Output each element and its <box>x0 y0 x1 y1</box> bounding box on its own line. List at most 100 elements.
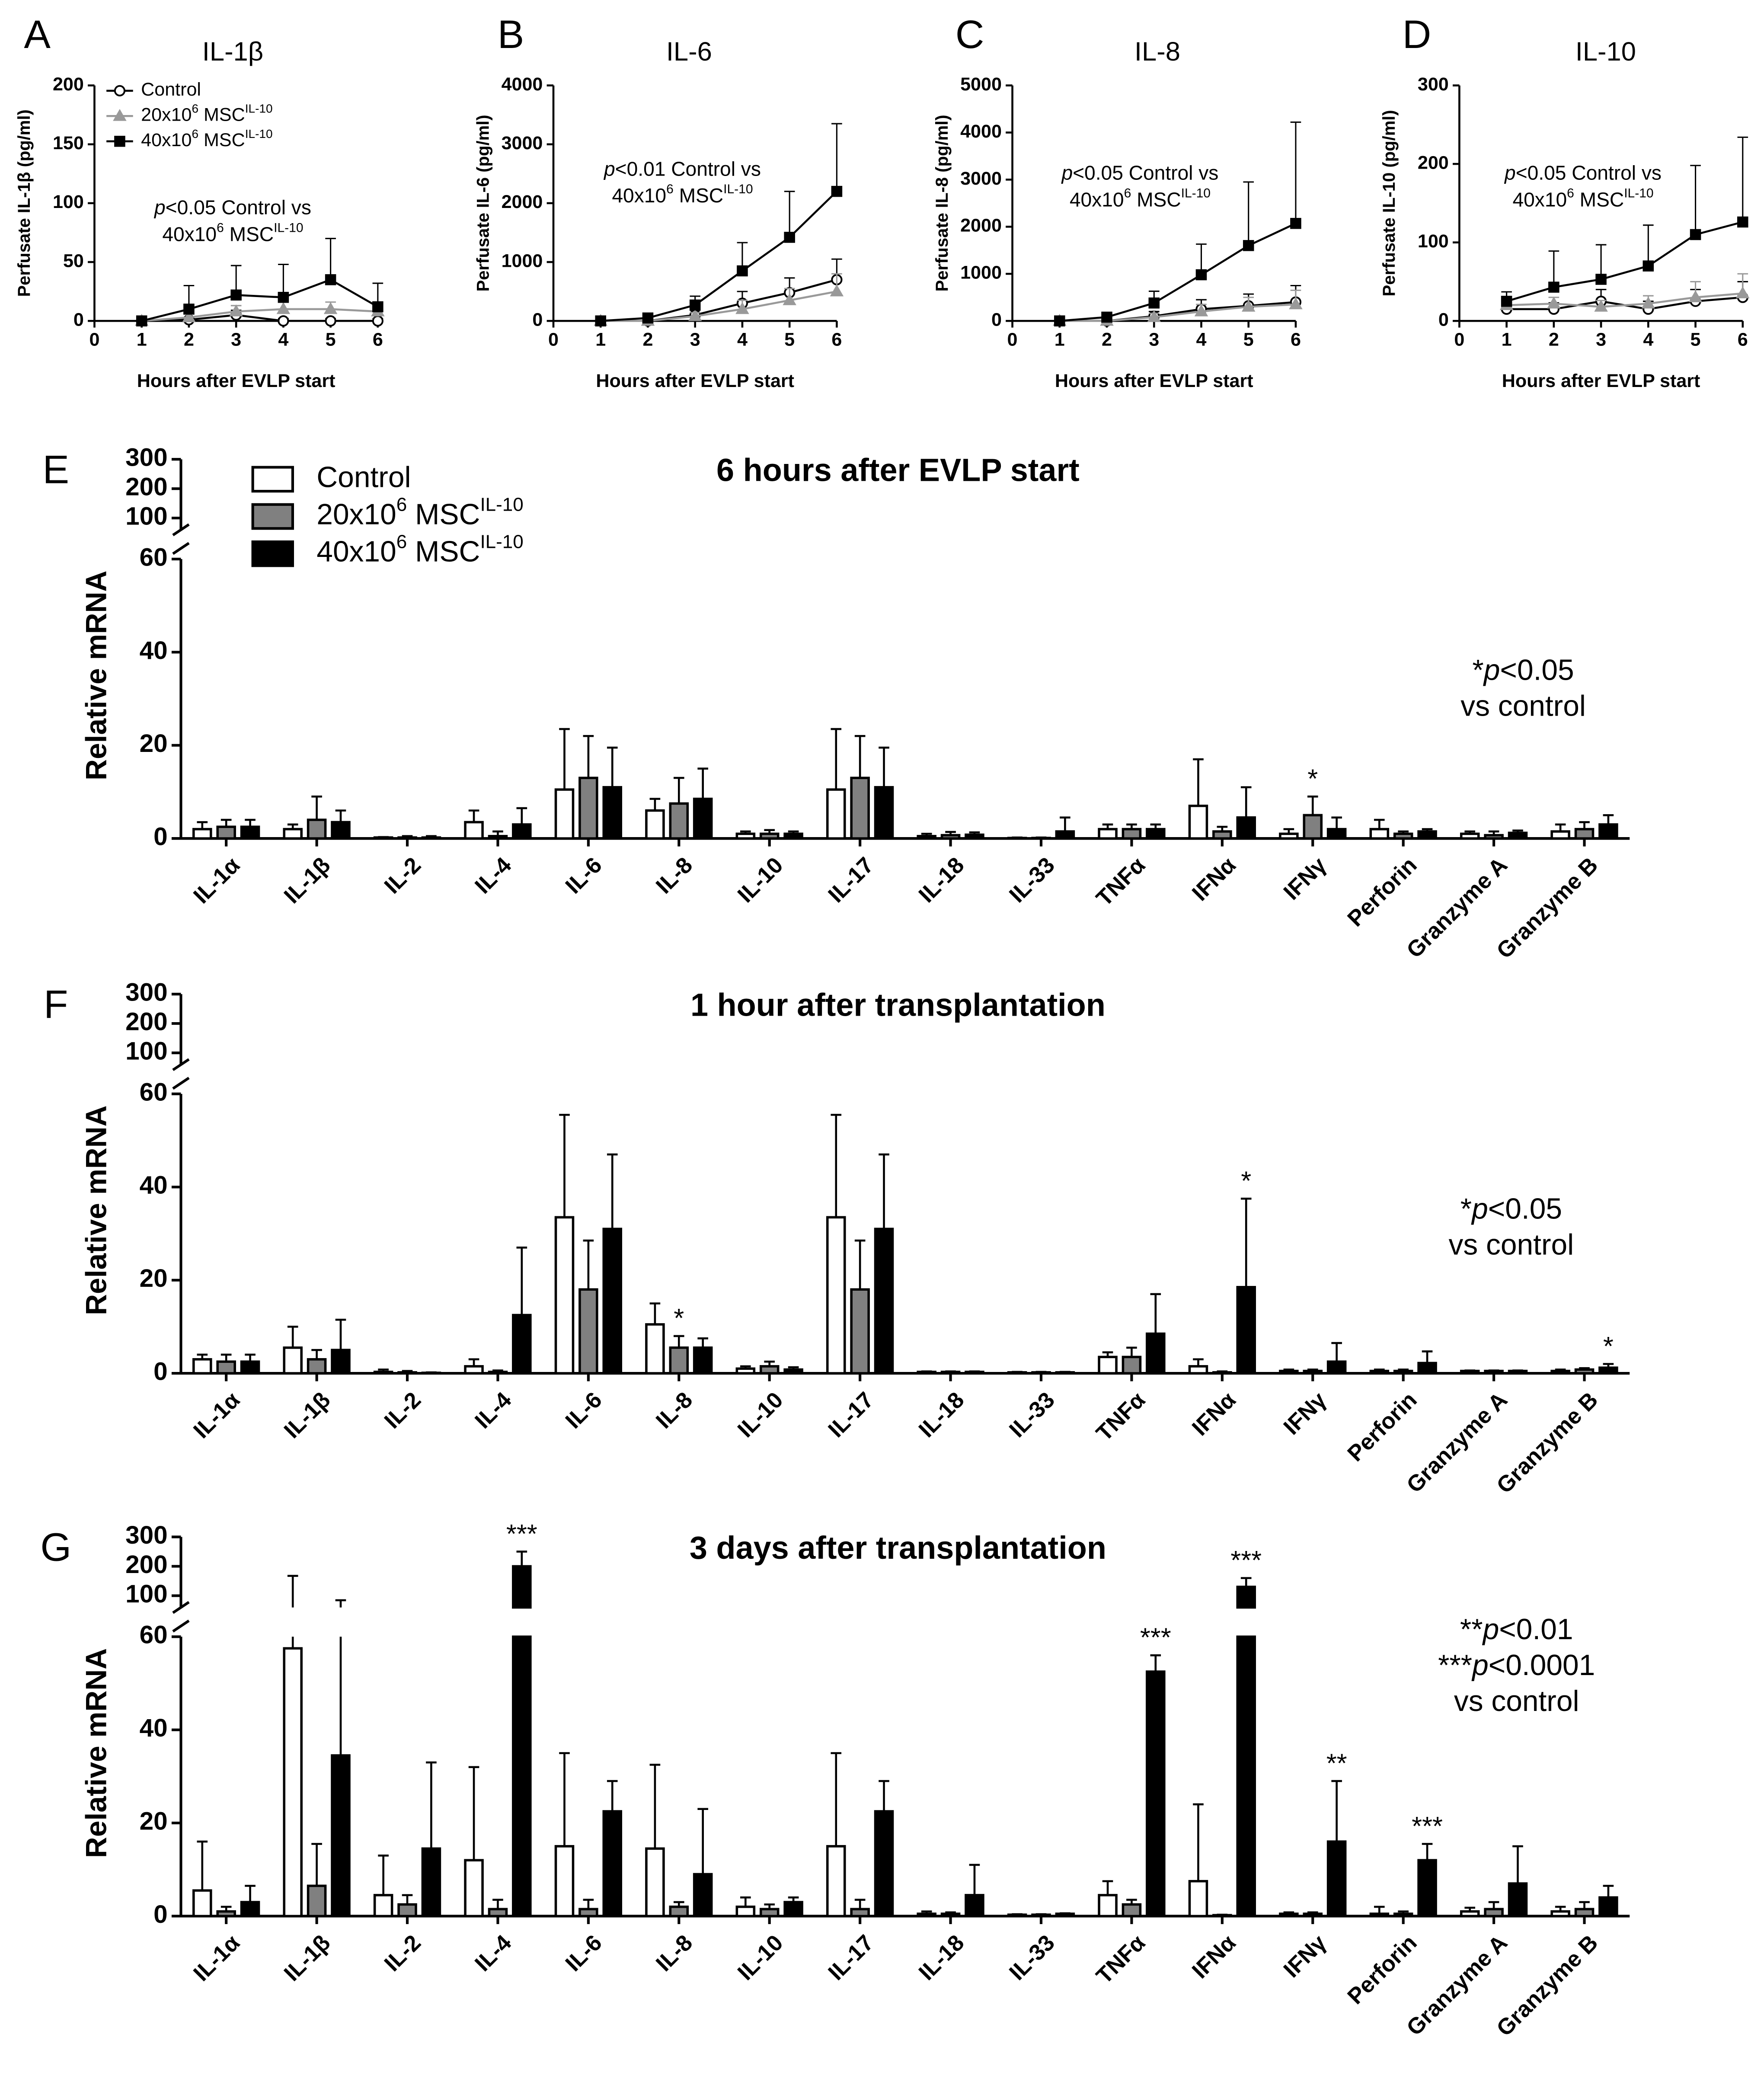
error-bar <box>245 1885 256 1903</box>
legend-entry: 40x106 MSCIL-10 <box>316 531 523 568</box>
bar <box>759 1908 780 1918</box>
error-bar <box>697 767 708 799</box>
bar <box>1393 832 1413 840</box>
bar <box>874 1228 894 1375</box>
text-run: * <box>1460 1193 1472 1225</box>
bar <box>783 1901 803 1918</box>
bar <box>1098 1894 1118 1918</box>
error-bar <box>1102 823 1113 829</box>
legend-entry: Control <box>141 79 201 100</box>
series-line <box>601 278 837 322</box>
error-bar <box>740 1896 751 1907</box>
bar <box>554 788 575 840</box>
bar <box>240 1360 260 1375</box>
error-bar <box>1555 823 1566 831</box>
bar <box>464 1365 484 1375</box>
annotation: *p<0.05 <box>1460 1193 1562 1225</box>
error-bar <box>1126 1899 1137 1905</box>
error-bar <box>607 1153 618 1229</box>
bar <box>1279 1912 1299 1918</box>
x-tick-label: 1 <box>1055 329 1065 350</box>
data-point <box>1595 274 1607 285</box>
x-tick-label: IL-18 <box>914 1388 969 1442</box>
error-bar <box>879 746 889 787</box>
error-bar <box>1579 1901 1590 1909</box>
text-run: 20x10 <box>141 105 192 125</box>
y-tick-label: 100 <box>125 502 168 531</box>
bar <box>1326 1840 1347 1918</box>
bar <box>759 1365 780 1375</box>
x-tick-label: 0 <box>548 329 559 350</box>
text-run: IL-10 <box>723 182 753 196</box>
error-bar <box>921 1910 932 1914</box>
data-point <box>276 302 291 314</box>
bar <box>1279 832 1299 840</box>
error-bar <box>468 1766 479 1861</box>
text-run: MSC <box>1574 188 1624 211</box>
data-point <box>1195 269 1207 281</box>
bar <box>783 832 803 840</box>
panel-letter: A <box>24 12 51 57</box>
bar <box>917 835 936 840</box>
x-axis-label: Hours after EVLP start <box>1502 371 1700 391</box>
bar <box>1303 814 1323 840</box>
text-run: <0.05 <box>1500 654 1574 686</box>
x-tick-label: 1 <box>595 329 606 350</box>
axis-break <box>172 1058 190 1071</box>
annotation: p<0.01 Control vs <box>603 158 761 180</box>
y-axis-label: Relative mRNA <box>80 1105 113 1315</box>
error-bar <box>1126 1346 1137 1357</box>
x-tick-label: IL-1β <box>279 1388 335 1443</box>
bar <box>1212 830 1232 840</box>
data-point <box>1194 304 1208 317</box>
x-tick-label: 0 <box>1007 329 1018 350</box>
error-bar <box>1595 244 1607 279</box>
bar <box>1279 1369 1299 1375</box>
error-bar <box>673 777 684 804</box>
bar <box>1188 1880 1208 1918</box>
data-point <box>1737 216 1748 228</box>
y-tick-label: 200 <box>53 74 84 95</box>
x-tick-label: IL-1α <box>189 1388 245 1443</box>
x-tick-label: IL-1α <box>189 1930 245 1986</box>
error-bar <box>559 1752 570 1846</box>
y-tick-label: 100 <box>1418 231 1449 252</box>
error-bar <box>649 798 661 811</box>
text-run: IL-10 <box>480 494 523 515</box>
annotation: p<0.05 Control vs <box>1504 162 1662 184</box>
bar <box>735 1367 756 1375</box>
text-run: 6 <box>1567 186 1574 201</box>
error-bar <box>378 1369 389 1372</box>
error-bar <box>197 1353 208 1359</box>
bar <box>1326 828 1347 840</box>
y-tick-label: 1000 <box>960 262 1002 283</box>
error-bar <box>311 1843 322 1886</box>
x-tick-label: IL-18 <box>914 853 969 908</box>
error-bar <box>1283 1369 1294 1371</box>
error-bar <box>854 1899 866 1909</box>
x-tick-label: 2 <box>184 329 194 350</box>
y-axis-label: Perfusate IL-8 (pg/ml) <box>933 115 952 291</box>
error-bar <box>1193 1803 1204 1881</box>
x-tick-label: 4 <box>1196 329 1206 350</box>
error-bar <box>335 1599 346 1755</box>
annotation: ***p<0.0001 <box>1438 1649 1595 1682</box>
text-run: 6 <box>666 182 674 196</box>
text-run: *** <box>1438 1649 1472 1682</box>
y-tick-label: 40 <box>140 636 168 665</box>
bar <box>1212 1371 1232 1375</box>
x-tick-label: IL-33 <box>1005 853 1060 908</box>
bar <box>331 821 351 840</box>
data-point <box>278 291 289 303</box>
error-bar <box>1283 828 1294 834</box>
bar-upper <box>1236 1586 1256 1609</box>
error-bar <box>1290 121 1301 224</box>
significance-label: * <box>674 1303 684 1333</box>
data-point <box>830 284 844 297</box>
bar <box>216 1910 236 1918</box>
error-bar <box>1060 816 1071 831</box>
text-run: ** <box>1460 1613 1483 1646</box>
error-bar <box>945 831 956 835</box>
legend-swatch <box>251 503 294 530</box>
